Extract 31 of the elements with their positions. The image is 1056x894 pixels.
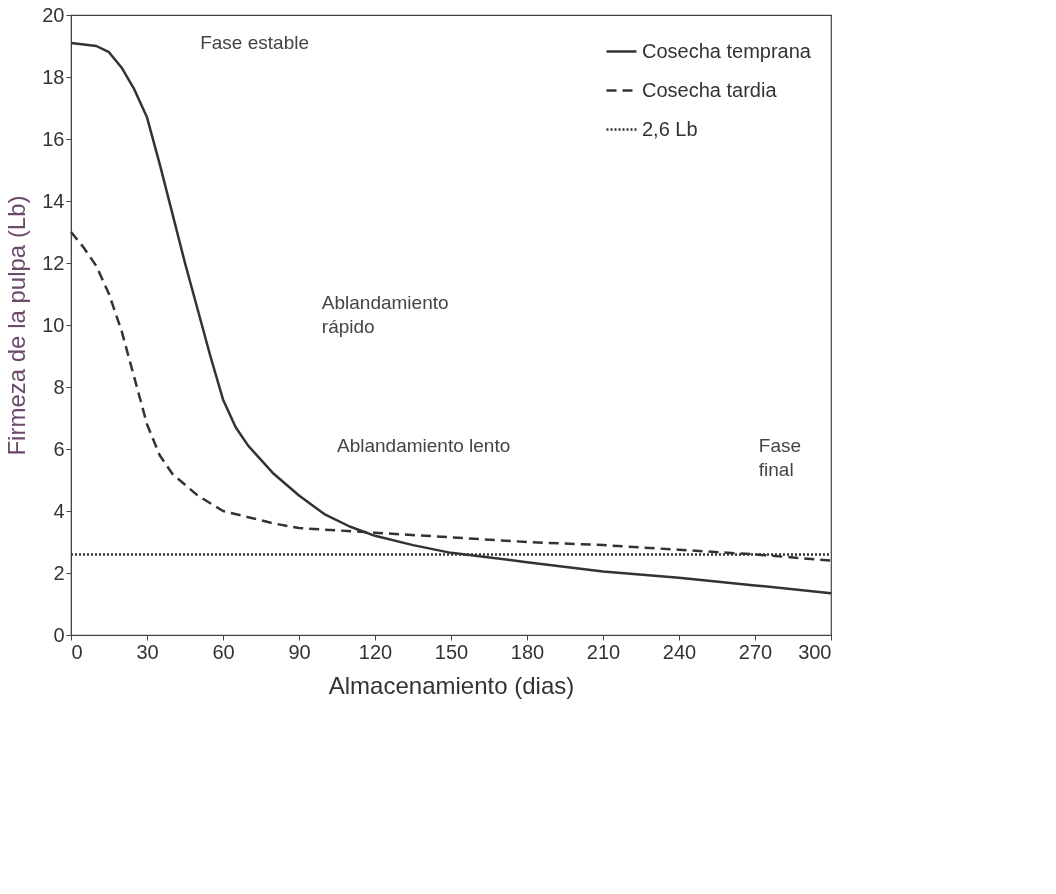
x-tick-label: 60 [212, 640, 235, 663]
x-tick-label: 30 [136, 640, 159, 663]
x-tick-label: 240 [662, 640, 697, 663]
legend-label: Cosecha temprana [642, 39, 812, 62]
x-tick-label: 90 [288, 640, 311, 663]
y-tick-label: 6 [53, 437, 65, 460]
y-tick-label: 2 [53, 561, 65, 584]
y-tick-label: 18 [42, 65, 65, 88]
y-tick-label: 10 [42, 313, 65, 336]
y-tick-label: 14 [42, 189, 65, 212]
annotation: Ablandamiento rápido [321, 292, 449, 337]
y-tick-label: 0 [53, 623, 65, 646]
x-tick-label: 150 [434, 640, 469, 663]
y-axis-title: Firmeza de la pulpa (Lb) [3, 195, 31, 456]
legend-label: Cosecha tardia [642, 78, 778, 101]
x-tick-label: 210 [586, 640, 621, 663]
y-tick-label: 12 [42, 251, 65, 274]
x-tick-label: 180 [510, 640, 545, 663]
x-tick-label: 120 [358, 640, 393, 663]
y-tick-label: 4 [53, 499, 65, 522]
annotation: Fase estable [200, 31, 309, 53]
annotation: Fase final [758, 434, 802, 480]
y-tick-label: 20 [42, 3, 65, 26]
x-tick-label: 270 [738, 640, 773, 663]
x-tick-label: 0 [71, 640, 83, 663]
legend-label: 2,6 Lb [642, 117, 698, 140]
annotation: Ablandamiento lento [337, 434, 511, 456]
y-tick-label: 8 [53, 375, 65, 398]
x-axis-title: Almacenamiento (dias) [328, 671, 575, 699]
x-tick-label: 300 [798, 640, 832, 663]
y-tick-label: 16 [42, 127, 65, 150]
